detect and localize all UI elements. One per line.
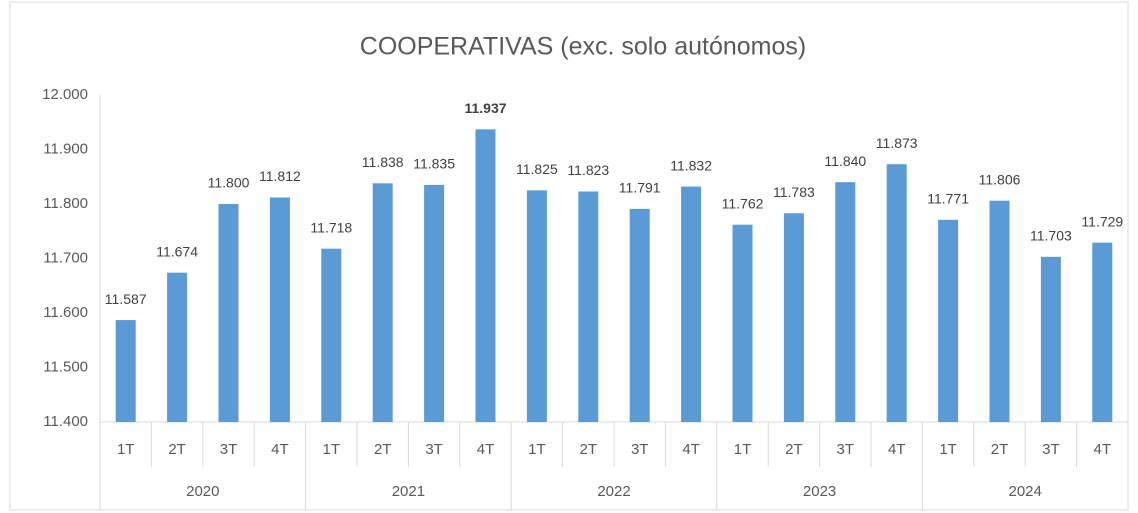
data-label: 11.838 xyxy=(362,154,404,170)
group-label: 2021 xyxy=(392,483,425,500)
bar xyxy=(269,197,290,422)
bar xyxy=(1040,256,1061,422)
bar xyxy=(424,184,445,422)
y-tick-label: 11.500 xyxy=(43,358,88,375)
bar xyxy=(989,200,1010,422)
y-tick-label: 11.400 xyxy=(43,413,88,430)
y-tick-label: 11.900 xyxy=(43,140,88,157)
bar xyxy=(886,164,907,422)
x-tick-label: 4T xyxy=(271,441,289,458)
group-label: 2024 xyxy=(1009,483,1042,500)
data-label: 11.791 xyxy=(619,180,661,196)
x-tick-label: 1T xyxy=(734,441,752,458)
bar xyxy=(321,248,342,422)
x-tick-label: 4T xyxy=(888,441,906,458)
data-label: 11.771 xyxy=(927,191,969,207)
x-tick-label: 1T xyxy=(939,441,957,458)
x-tick-label: 3T xyxy=(1042,441,1060,458)
x-tick-label: 2T xyxy=(374,441,392,458)
x-tick-label: 2T xyxy=(580,441,598,458)
bar xyxy=(629,208,650,422)
data-label: 11.806 xyxy=(979,171,1021,187)
bar xyxy=(578,191,599,422)
bar xyxy=(1092,242,1113,422)
data-label: 11.823 xyxy=(567,162,609,178)
data-label: 11.812 xyxy=(259,168,301,184)
y-tick-label: 12.000 xyxy=(42,86,88,103)
y-tick-label: 11.700 xyxy=(43,249,88,266)
x-tick-label: 2T xyxy=(785,441,803,458)
x-tick-label: 3T xyxy=(631,441,649,458)
bar xyxy=(475,129,496,422)
x-tick-label: 2T xyxy=(991,441,1009,458)
data-label: 11.800 xyxy=(208,175,250,191)
bar xyxy=(372,183,393,422)
x-tick-label: 2T xyxy=(168,441,186,458)
bar xyxy=(526,190,547,422)
bar xyxy=(218,204,239,422)
data-label: 11.587 xyxy=(105,291,147,307)
x-tick-label: 1T xyxy=(117,441,135,458)
x-tick-label: 1T xyxy=(323,441,341,458)
data-label: 11.762 xyxy=(722,195,764,211)
bar xyxy=(732,224,753,422)
bar xyxy=(783,213,804,422)
data-label: 11.718 xyxy=(310,219,352,235)
x-tick-label: 1T xyxy=(528,441,546,458)
group-label: 2023 xyxy=(803,483,836,500)
y-tick-label: 11.600 xyxy=(43,304,88,321)
bar xyxy=(835,182,856,422)
data-label: 11.835 xyxy=(413,156,455,172)
chart-title: COOPERATIVAS (exc. solo autónomos) xyxy=(360,33,806,61)
data-label: 11.783 xyxy=(773,184,815,200)
x-tick-label: 3T xyxy=(837,441,855,458)
x-tick-label: 3T xyxy=(425,441,443,458)
data-label: 11.840 xyxy=(824,153,866,169)
data-label: 11.703 xyxy=(1030,228,1072,244)
group-label: 2020 xyxy=(186,483,219,500)
x-tick-label: 4T xyxy=(682,441,700,458)
data-label: 11.937 xyxy=(464,100,506,116)
data-label: 11.825 xyxy=(516,161,558,177)
bar xyxy=(115,320,136,422)
group-label: 2022 xyxy=(597,483,630,500)
data-label: 11.832 xyxy=(670,157,712,173)
y-tick-label: 11.800 xyxy=(43,195,88,212)
bar xyxy=(167,272,188,422)
x-tick-label: 4T xyxy=(477,441,495,458)
data-label: 11.674 xyxy=(156,243,198,259)
x-tick-label: 3T xyxy=(220,441,238,458)
bar xyxy=(938,219,959,422)
bar xyxy=(681,186,702,422)
data-label: 11.729 xyxy=(1081,213,1123,229)
x-tick-label: 4T xyxy=(1094,441,1112,458)
data-label: 11.873 xyxy=(876,135,918,151)
